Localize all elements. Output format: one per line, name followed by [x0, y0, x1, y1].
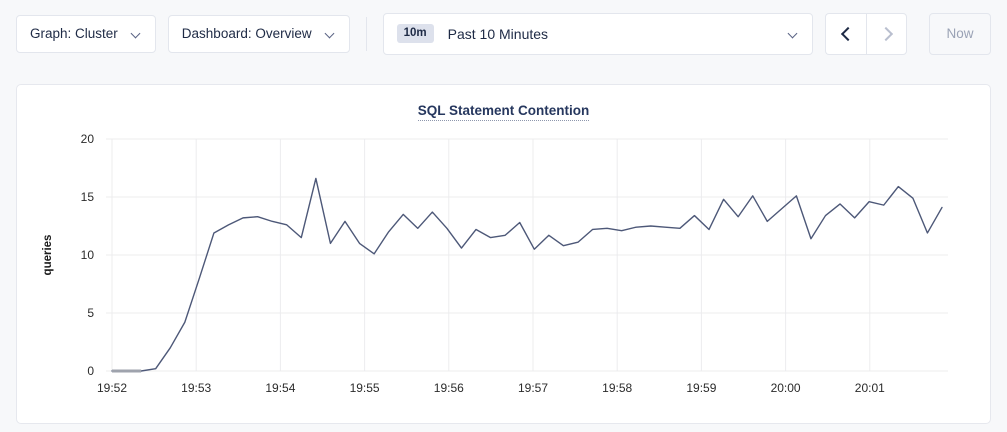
series-line-queries: [111, 177, 943, 372]
toolbar: Graph: Cluster Dashboard: Overview 10m P…: [0, 0, 1007, 67]
time-range-select[interactable]: 10m Past 10 Minutes: [382, 12, 813, 55]
chart-plot-area: 0 5 10 15 20 19:52 19:53 19:54 19:55 19:56 19:57 19…: [17, 85, 990, 423]
x-tick-label: 19:53: [181, 381, 211, 395]
line-chart: 0 5 10 15 20 19:52 19:53 19:54 19:55 19:56 19:57 19…: [42, 132, 948, 395]
y-axis-title: queries: [42, 235, 54, 276]
x-tick-label: 19:57: [518, 381, 548, 395]
y-tick-label: 5: [87, 306, 94, 320]
x-tick-label: 19:54: [265, 381, 295, 395]
graph-select[interactable]: Graph: Cluster: [16, 14, 156, 53]
y-tick-label: 0: [87, 364, 94, 378]
chart-card: SQL Statement Contention 0 5 10 15 20 19:52 19…: [16, 84, 991, 424]
time-nav-group: [825, 12, 907, 55]
chart-title: SQL Statement Contention: [17, 103, 990, 121]
chevron-left-icon: [841, 28, 852, 39]
chevron-down-icon: [789, 29, 799, 39]
y-tick-label: 15: [81, 190, 95, 204]
dashboard-select[interactable]: Dashboard: Overview: [167, 14, 350, 53]
x-tick-label: 19:58: [602, 381, 632, 395]
x-tick-label: 20:00: [771, 381, 801, 395]
time-range-label: Past 10 Minutes: [447, 25, 549, 42]
x-tick-label: 19:55: [350, 381, 380, 395]
chevron-down-icon: [132, 29, 142, 39]
now-button[interactable]: Now: [929, 12, 991, 55]
dashboard-select-label: Dashboard: Overview: [181, 26, 312, 41]
now-button-label: Now: [946, 26, 974, 41]
x-tick-label: 20:01: [855, 381, 885, 395]
x-tick-label: 19:59: [686, 381, 716, 395]
x-tick-label: 19:52: [97, 381, 127, 395]
y-tick-label: 20: [81, 132, 95, 146]
chevron-down-icon: [326, 29, 336, 39]
chart-title-link[interactable]: SQL Statement Contention: [417, 103, 590, 121]
x-tick-label: 19:56: [434, 381, 464, 395]
toolbar-divider: [365, 16, 367, 51]
time-nav-back-button[interactable]: [825, 12, 866, 55]
time-range-badge: 10m: [396, 23, 434, 44]
chevron-right-icon: [881, 28, 892, 39]
graph-select-label: Graph: Cluster: [30, 26, 118, 41]
y-tick-label: 10: [81, 248, 95, 262]
time-nav-forward-button[interactable]: [866, 12, 907, 55]
